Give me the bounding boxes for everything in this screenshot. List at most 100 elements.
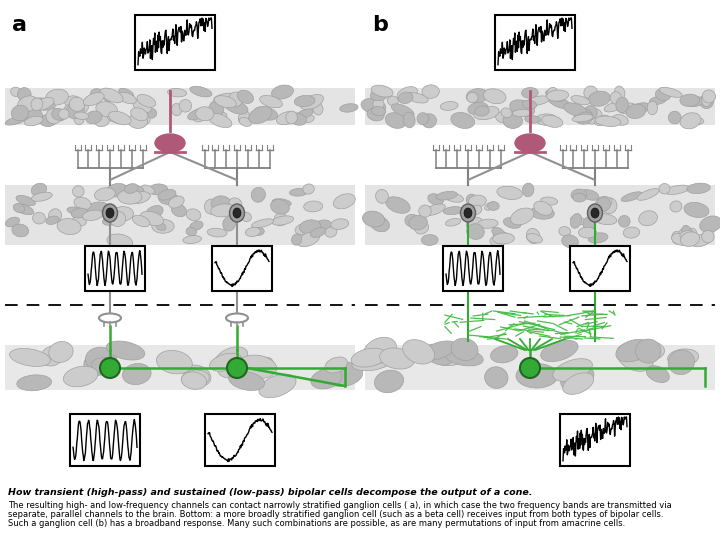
Ellipse shape (468, 103, 488, 115)
Ellipse shape (171, 204, 186, 217)
Ellipse shape (687, 228, 697, 240)
Ellipse shape (469, 195, 486, 207)
Ellipse shape (492, 233, 514, 244)
Ellipse shape (48, 209, 61, 222)
Ellipse shape (102, 204, 117, 222)
Ellipse shape (140, 211, 163, 226)
Ellipse shape (534, 201, 552, 215)
Ellipse shape (233, 208, 241, 218)
Ellipse shape (313, 103, 323, 115)
Ellipse shape (67, 207, 87, 215)
Ellipse shape (591, 208, 599, 218)
Ellipse shape (526, 234, 542, 243)
Ellipse shape (637, 188, 659, 200)
Ellipse shape (119, 89, 134, 98)
Ellipse shape (229, 92, 243, 107)
Ellipse shape (310, 227, 325, 238)
Ellipse shape (668, 350, 695, 375)
Ellipse shape (510, 208, 534, 225)
Ellipse shape (597, 197, 611, 211)
Ellipse shape (680, 232, 700, 246)
Ellipse shape (295, 222, 318, 235)
Ellipse shape (224, 100, 248, 114)
Ellipse shape (186, 209, 201, 221)
Ellipse shape (361, 98, 386, 114)
Ellipse shape (274, 213, 287, 226)
Ellipse shape (467, 194, 477, 206)
Ellipse shape (99, 314, 121, 322)
Ellipse shape (593, 213, 617, 225)
Ellipse shape (168, 89, 186, 97)
Ellipse shape (680, 113, 701, 129)
Ellipse shape (32, 192, 53, 201)
Ellipse shape (271, 199, 289, 214)
Ellipse shape (208, 113, 232, 127)
Ellipse shape (57, 219, 81, 234)
Ellipse shape (238, 355, 276, 379)
Ellipse shape (525, 116, 541, 123)
Ellipse shape (303, 184, 314, 194)
Ellipse shape (582, 109, 603, 124)
Ellipse shape (513, 110, 532, 117)
Ellipse shape (626, 104, 646, 119)
Ellipse shape (561, 366, 594, 391)
Ellipse shape (52, 109, 65, 120)
Ellipse shape (93, 111, 109, 126)
Ellipse shape (286, 111, 297, 124)
Ellipse shape (210, 353, 242, 372)
Ellipse shape (84, 92, 104, 106)
Ellipse shape (367, 108, 384, 121)
Bar (365, 345, 715, 390)
Ellipse shape (260, 96, 282, 108)
Ellipse shape (94, 188, 115, 201)
Ellipse shape (211, 196, 231, 212)
Ellipse shape (258, 374, 296, 397)
Ellipse shape (467, 217, 484, 232)
Ellipse shape (484, 89, 506, 104)
Ellipse shape (168, 196, 184, 208)
Ellipse shape (106, 208, 114, 218)
Ellipse shape (672, 231, 682, 244)
Ellipse shape (117, 190, 142, 204)
Ellipse shape (563, 373, 594, 394)
Ellipse shape (621, 192, 642, 201)
Ellipse shape (370, 216, 390, 232)
Ellipse shape (46, 109, 61, 124)
Ellipse shape (188, 109, 207, 120)
Ellipse shape (680, 231, 696, 240)
Ellipse shape (84, 353, 112, 375)
Bar (570, 246, 630, 291)
Ellipse shape (546, 90, 564, 102)
Ellipse shape (49, 341, 73, 362)
Ellipse shape (40, 114, 57, 126)
Ellipse shape (446, 218, 461, 226)
Ellipse shape (325, 357, 347, 373)
Ellipse shape (340, 104, 358, 112)
Ellipse shape (386, 197, 410, 213)
Ellipse shape (618, 215, 630, 227)
Ellipse shape (17, 87, 31, 101)
Bar (365, 185, 715, 245)
Ellipse shape (466, 89, 488, 103)
Ellipse shape (276, 112, 297, 125)
Ellipse shape (595, 115, 610, 126)
Ellipse shape (118, 92, 136, 104)
Ellipse shape (616, 343, 653, 372)
Text: separate, parallel channels to the brain. Bottom: a more broadly stratified gang: separate, parallel channels to the brain… (8, 510, 664, 519)
Text: How transient (high-pass) and sustained (low-pass) bipolar cells decompose the o: How transient (high-pass) and sustained … (8, 488, 533, 497)
Ellipse shape (492, 227, 504, 237)
Ellipse shape (409, 215, 427, 230)
Ellipse shape (526, 96, 549, 105)
Ellipse shape (246, 227, 261, 237)
Ellipse shape (421, 341, 456, 360)
Ellipse shape (445, 348, 483, 366)
Ellipse shape (370, 87, 390, 101)
Ellipse shape (102, 215, 121, 225)
Ellipse shape (624, 227, 639, 238)
Ellipse shape (595, 197, 612, 208)
Ellipse shape (541, 197, 558, 205)
Ellipse shape (474, 106, 490, 116)
Ellipse shape (130, 108, 148, 121)
Ellipse shape (271, 216, 294, 225)
Ellipse shape (415, 222, 428, 234)
